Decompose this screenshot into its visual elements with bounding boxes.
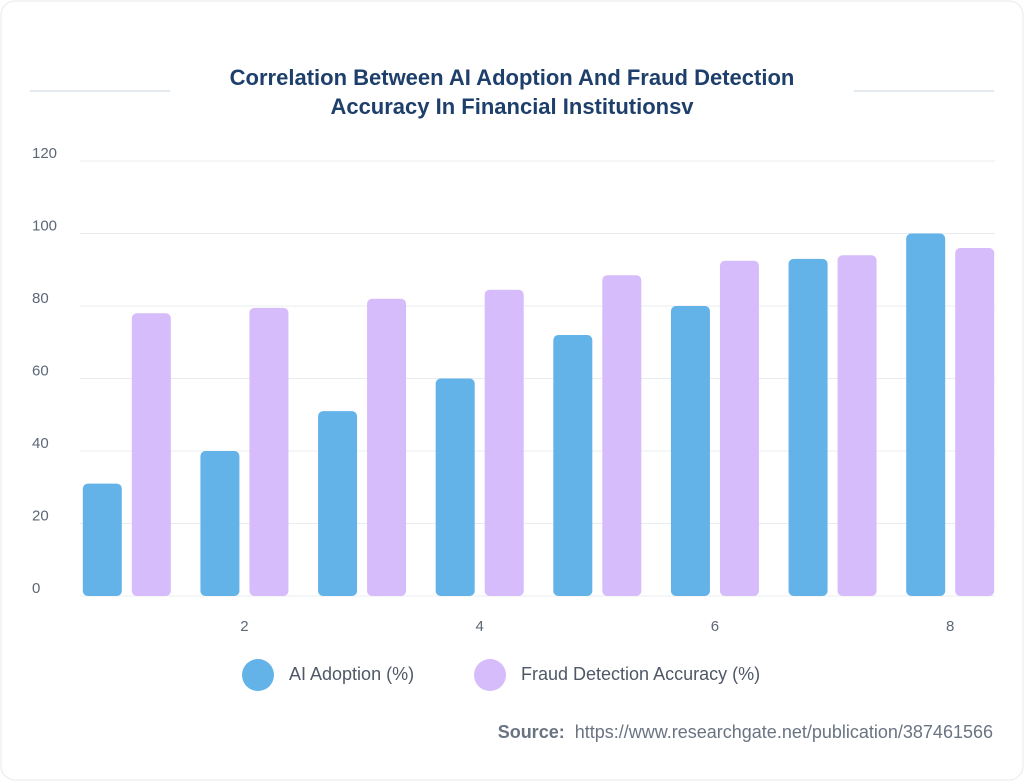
bar [484, 289, 524, 596]
y-tick-label: 40 [32, 435, 49, 452]
y-tick-label: 80 [32, 290, 49, 307]
bar [788, 258, 828, 596]
y-tick-label: 0 [32, 580, 40, 597]
x-tick-label: 6 [711, 618, 719, 635]
bar [906, 233, 946, 596]
y-tick-label: 20 [32, 507, 49, 524]
bar [200, 451, 240, 596]
legend-label: Fraud Detection Accuracy (%) [521, 664, 760, 684]
y-tick-label: 120 [32, 145, 57, 162]
bar [602, 275, 642, 596]
bar [367, 298, 407, 596]
bar [435, 378, 475, 596]
source: Source: https://www.researchgate.net/publ… [498, 722, 993, 742]
source-url: https://www.researchgate.net/publication… [575, 722, 993, 742]
chart-title: Accuracy In Financial Institutionsv [330, 94, 694, 119]
bar [837, 255, 877, 596]
chart-title: Correlation Between AI Adoption And Frau… [230, 65, 795, 90]
bar [553, 335, 593, 596]
legend-label: AI Adoption (%) [289, 664, 414, 684]
bar [131, 313, 171, 596]
x-tick-label: 2 [240, 618, 248, 635]
bar [955, 248, 995, 596]
y-tick-label: 100 [32, 217, 57, 234]
source-label: Source: [498, 722, 565, 742]
y-tick-label: 60 [32, 362, 49, 379]
legend-swatch [242, 659, 274, 691]
bar [670, 306, 710, 596]
bar [318, 411, 358, 596]
bar [82, 483, 122, 596]
x-tick-label: 8 [946, 618, 954, 635]
legend-swatch [474, 659, 506, 691]
x-tick-label: 4 [476, 618, 484, 635]
bar [719, 260, 759, 596]
bar [249, 307, 289, 596]
